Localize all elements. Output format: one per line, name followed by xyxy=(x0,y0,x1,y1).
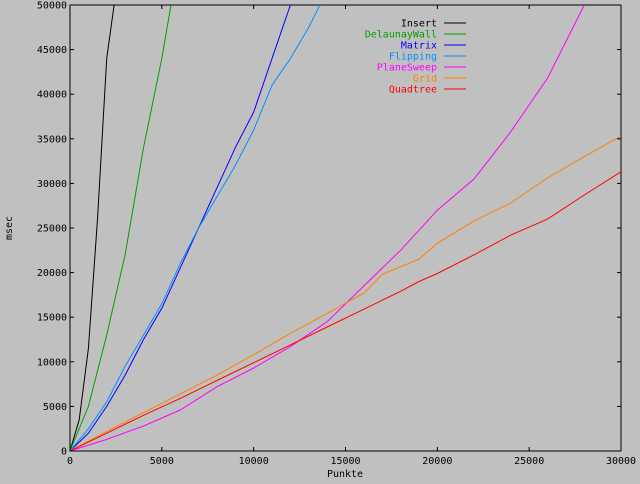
series-line-planesweep xyxy=(70,5,585,451)
series-line-insert xyxy=(70,5,115,451)
y-axis-label: msec xyxy=(4,216,15,240)
x-tick-label: 0 xyxy=(67,456,73,467)
y-tick-label: 15000 xyxy=(37,313,67,324)
legend-label-flipping: Flipping xyxy=(389,52,437,63)
x-tick-label: 25000 xyxy=(514,456,544,467)
y-tick-label: 0 xyxy=(61,447,67,458)
y-tick-label: 45000 xyxy=(37,45,67,56)
x-axis-label: Punkte xyxy=(327,469,363,480)
y-tick-label: 20000 xyxy=(37,268,67,279)
x-tick-label: 20000 xyxy=(422,456,452,467)
series-line-quadtree xyxy=(70,171,621,451)
y-tick-label: 35000 xyxy=(37,134,67,145)
y-tick-label: 50000 xyxy=(37,1,67,12)
series-line-grid xyxy=(70,135,621,451)
x-tick-label: 10000 xyxy=(239,456,269,467)
y-tick-label: 30000 xyxy=(37,179,67,190)
x-tick-label: 15000 xyxy=(330,456,360,467)
series-line-matrix xyxy=(70,5,291,451)
x-tick-label: 5000 xyxy=(150,456,174,467)
y-tick-label: 40000 xyxy=(37,90,67,101)
y-tick-label: 10000 xyxy=(37,357,67,368)
legend-label-planesweep: PlaneSweep xyxy=(377,63,437,74)
legend-label-grid: Grid xyxy=(413,74,437,85)
legend-label-delaunaywall: DelaunayWall xyxy=(365,30,437,41)
y-tick-label: 25000 xyxy=(37,224,67,235)
legend-label-quadtree: Quadtree xyxy=(389,85,437,96)
x-tick-label: 30000 xyxy=(606,456,636,467)
series-line-flipping xyxy=(70,5,321,451)
legend-label-matrix: Matrix xyxy=(401,41,437,52)
legend-label-insert: Insert xyxy=(401,19,437,30)
series-line-delaunaywall xyxy=(70,5,172,451)
y-tick-label: 5000 xyxy=(43,402,67,413)
